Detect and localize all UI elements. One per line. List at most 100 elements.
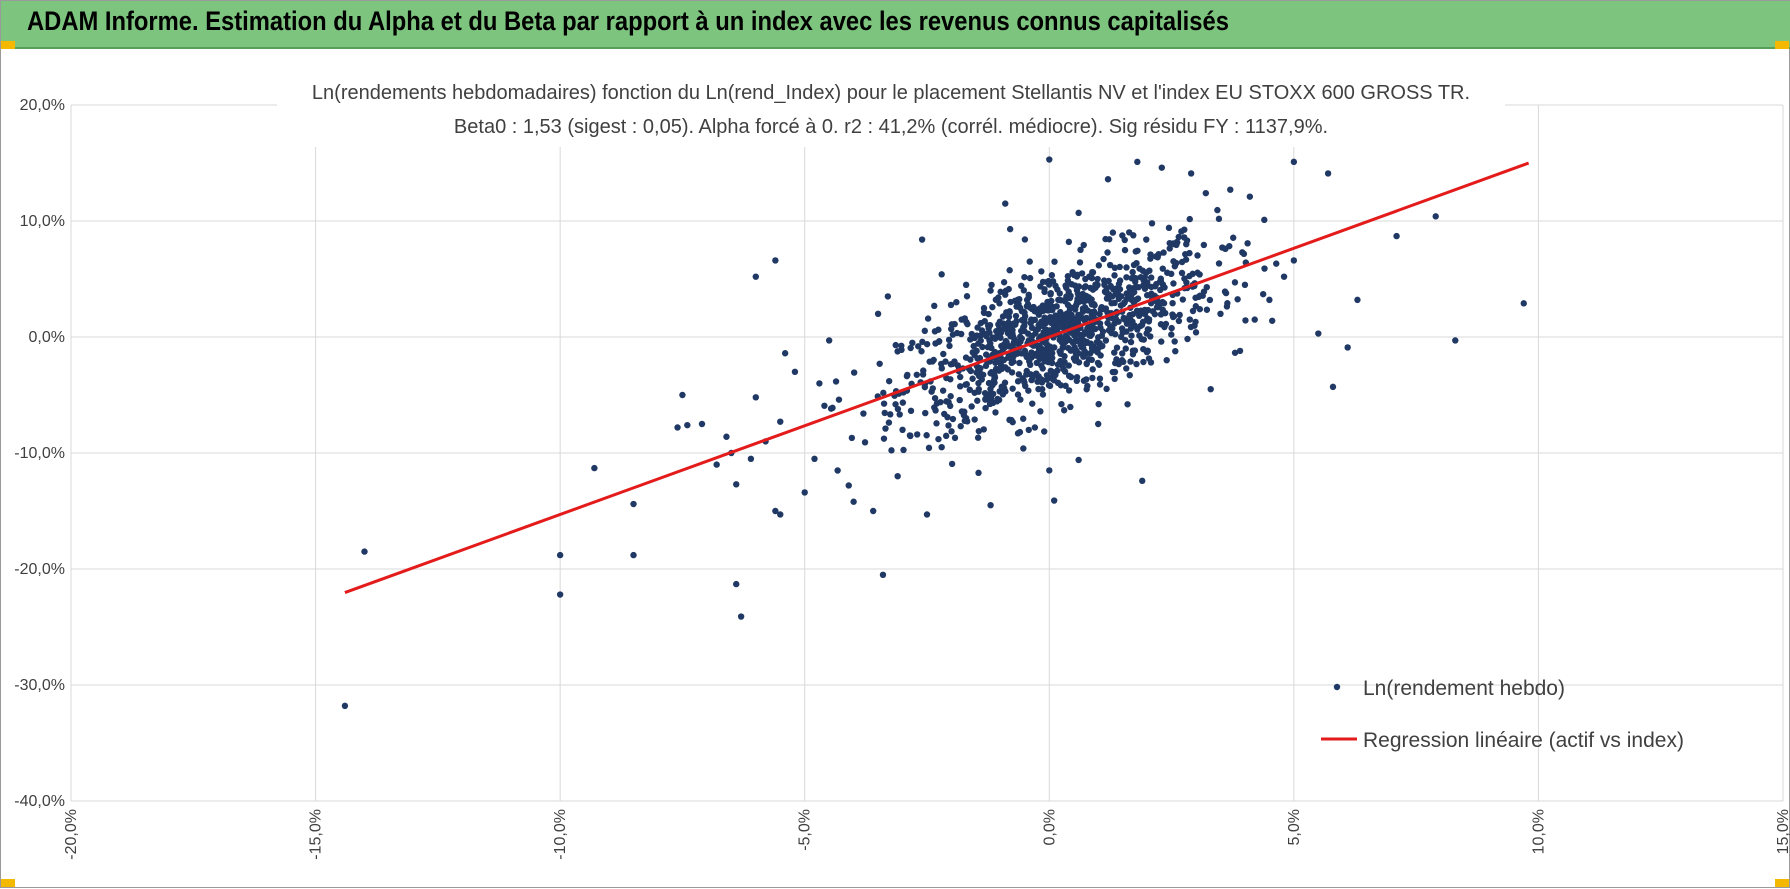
data-point (1046, 382, 1054, 390)
data-point (1095, 400, 1102, 408)
data-point (1058, 312, 1065, 319)
data-point (1057, 348, 1064, 355)
data-point (1000, 341, 1008, 348)
data-point (968, 330, 975, 338)
data-point (879, 571, 887, 578)
data-point (1023, 367, 1030, 375)
data-point (821, 402, 828, 409)
data-point (1048, 272, 1056, 279)
data-point (983, 333, 990, 340)
legend: Ln(rendement hebdo) Regression linéaire … (1321, 677, 1684, 752)
data-point (1062, 332, 1069, 340)
data-point (1081, 337, 1088, 345)
data-point (1173, 241, 1180, 249)
data-point (1116, 263, 1123, 271)
data-point (1324, 170, 1332, 177)
data-point (1189, 307, 1197, 315)
x-tick-label: 10,0% (1530, 809, 1547, 854)
data-point (1073, 298, 1081, 306)
data-point (1187, 170, 1195, 177)
data-point (975, 469, 982, 477)
data-point (1144, 326, 1152, 333)
data-point (1118, 293, 1125, 300)
legend-label-points: Ln(rendement hebdo) (1363, 677, 1565, 700)
data-point (1055, 296, 1062, 304)
data-point (1050, 314, 1057, 322)
data-point (1166, 239, 1173, 247)
chart-subtitle: Beta0 : 1,53 (sigest : 0,05). Alpha forc… (454, 116, 1328, 138)
data-point (1158, 338, 1165, 345)
data-point (1038, 376, 1045, 383)
data-point (777, 511, 784, 518)
data-point (1192, 329, 1200, 336)
data-point (1034, 325, 1042, 333)
data-point (949, 415, 957, 423)
data-point (752, 273, 759, 280)
data-point (1102, 337, 1110, 344)
data-point (995, 367, 1003, 374)
data-point (752, 394, 759, 401)
data-point (931, 328, 939, 335)
data-point (1105, 327, 1113, 334)
data-point (1118, 325, 1126, 332)
data-point (1147, 274, 1155, 281)
data-point (1009, 385, 1016, 392)
data-point (1168, 324, 1175, 332)
data-point (942, 358, 949, 365)
data-point (995, 321, 1002, 328)
data-point (1147, 251, 1154, 258)
data-point (915, 343, 922, 350)
data-point (733, 580, 740, 588)
data-point (1143, 236, 1150, 243)
data-point (1089, 366, 1096, 373)
data-point (937, 398, 944, 406)
data-point (1231, 279, 1239, 286)
data-point (980, 309, 988, 316)
data-point (1039, 386, 1046, 393)
data-point (975, 427, 983, 435)
data-point (1139, 477, 1146, 485)
data-point (1192, 318, 1199, 326)
data-point (1108, 299, 1115, 307)
data-point (816, 380, 823, 387)
data-point (931, 394, 939, 402)
data-point (1088, 296, 1095, 303)
data-point (1175, 317, 1183, 325)
data-point (1219, 244, 1226, 251)
data-point (1025, 291, 1032, 298)
data-point (951, 434, 959, 442)
gridlines (70, 104, 1784, 802)
data-point (1106, 261, 1114, 269)
data-point (1038, 318, 1045, 325)
data-point (909, 339, 916, 346)
data-point (1035, 346, 1043, 353)
data-point (892, 401, 899, 408)
data-point (1111, 368, 1119, 376)
data-point (948, 460, 956, 468)
data-point (1131, 347, 1139, 354)
data-point (1139, 267, 1147, 275)
axis-labels: 20,0%10,0%0,0%-10,0%-20,0%-30,0%-40,0%-2… (14, 97, 1790, 860)
data-point (896, 411, 903, 418)
data-point (1033, 359, 1040, 367)
data-point (1196, 305, 1204, 313)
data-point (1261, 265, 1268, 272)
data-point (733, 481, 740, 488)
data-point (930, 356, 937, 364)
data-point (1124, 401, 1131, 408)
data-point (1101, 281, 1108, 289)
data-point (1077, 246, 1084, 254)
y-tick-label: 0,0% (29, 329, 65, 346)
data-point (985, 322, 992, 329)
data-point (1064, 277, 1072, 284)
data-point (975, 388, 982, 395)
data-point (977, 337, 984, 344)
data-point (1215, 215, 1223, 223)
data-point (1018, 308, 1026, 315)
data-point (1354, 296, 1361, 304)
data-point (684, 421, 691, 429)
data-point (991, 335, 999, 342)
data-point (1067, 403, 1074, 411)
data-point (949, 331, 957, 338)
